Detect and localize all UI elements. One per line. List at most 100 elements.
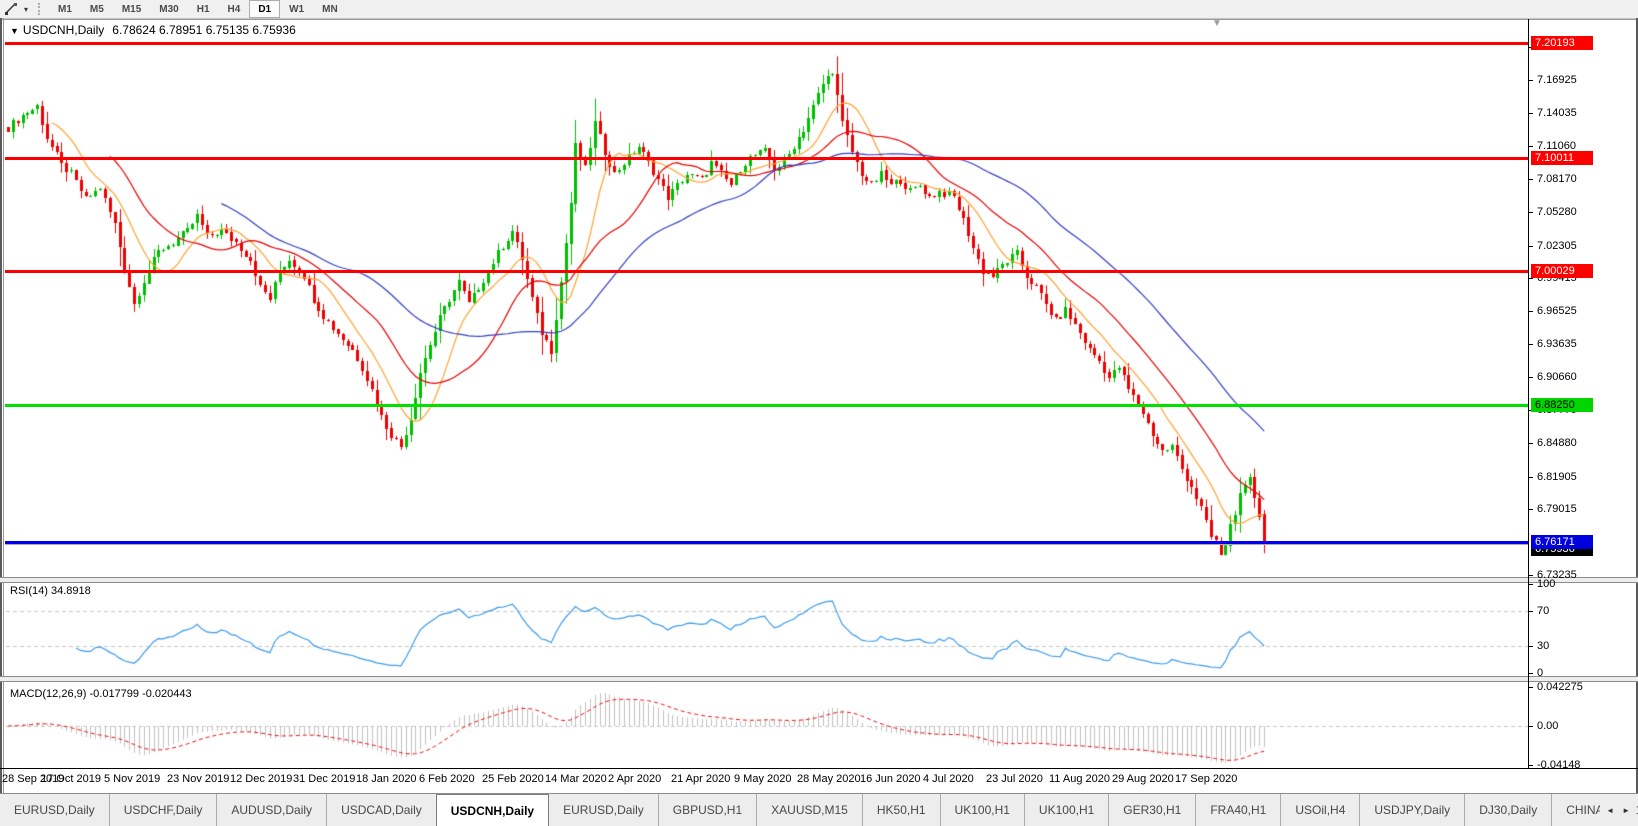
price-tick — [1529, 344, 1533, 345]
chart-frame-top — [0, 19, 1638, 20]
date-label: 11 Aug 2020 — [1049, 773, 1110, 785]
macd-tick-label: 0.042275 — [1537, 681, 1583, 693]
timeframe-button-m1[interactable]: M1 — [58, 3, 72, 15]
price-tick-label: 7.16925 — [1537, 74, 1577, 86]
price-tick — [1529, 146, 1533, 147]
date-label: 14 Mar 2020 — [545, 773, 607, 785]
rsi-value: 34.8918 — [50, 585, 91, 597]
toolbar: ▾ M1 M5 M15 M30 H1 H4 D1 W1 MN — [0, 0, 1638, 19]
date-label: 31 Dec 2019 — [293, 773, 356, 785]
main-chart-canvas[interactable] — [6, 40, 1528, 578]
toolbar-grip — [38, 3, 43, 15]
macd-pane-canvas[interactable] — [6, 681, 1528, 767]
tab-scroll-left-icon[interactable]: ◄ — [1606, 805, 1615, 815]
line-studies-icon[interactable] — [2, 1, 20, 17]
date-label: 12 Dec 2019 — [230, 773, 293, 785]
rsi-tick-label: 30 — [1537, 640, 1550, 652]
price-tick — [1529, 377, 1533, 378]
price-tick — [1529, 477, 1533, 478]
date-label: 29 Aug 2020 — [1112, 773, 1174, 785]
rsi-label: RSI(14) 34.8918 — [10, 585, 91, 597]
chart-quote-ohlc: 6.78624 6.78951 6.75135 6.75936 — [112, 23, 296, 37]
timeframe-buttons: M1 M5 M15 M30 H1 H4 D1 W1 MN — [49, 0, 347, 18]
macd-label: MACD(12,26,9) -0.017799 -0.020443 — [10, 688, 192, 700]
date-label: 28 May 2020 — [797, 773, 861, 785]
chart-tab-dj30-daily[interactable]: DJ30,Daily — [1464, 794, 1551, 826]
horizontal-level-line[interactable] — [5, 42, 1528, 45]
price-tick-label: 6.93635 — [1537, 338, 1577, 350]
rsi-tick-label: 100 — [1537, 578, 1556, 590]
chart-tab-eurusd-daily[interactable]: EURUSD,Daily — [14, 803, 95, 817]
horizontal-level-line[interactable] — [5, 544, 1528, 545]
price-tick — [1529, 212, 1533, 213]
level-price-label: 6.76171 — [1531, 535, 1593, 549]
timeframe-button-m5[interactable]: M5 — [89, 3, 104, 15]
timeframe-button-mn[interactable]: MN — [322, 3, 338, 15]
horizontal-level-line[interactable] — [5, 157, 1528, 160]
macd-tick-label: -0.04148 — [1537, 759, 1581, 771]
price-tick-label: 6.84880 — [1537, 437, 1577, 449]
pane-splitter[interactable] — [0, 676, 1638, 682]
chart-tab-gbpusd-h1[interactable]: GBPUSD,H1 — [657, 794, 756, 826]
chart-tab-usdcad-daily[interactable]: USDCAD,Daily — [326, 794, 436, 826]
chart-tab-uk100-h1[interactable]: UK100,H1 — [939, 794, 1024, 826]
date-label: 23 Jul 2020 — [986, 773, 1043, 785]
date-label: 25 Feb 2020 — [482, 773, 544, 785]
date-label: 23 Nov 2019 — [167, 773, 230, 785]
dropdown-caret-icon[interactable]: ▾ — [23, 4, 28, 14]
rsi-tick — [1529, 611, 1533, 612]
chart-tab-hk50-h1[interactable]: HK50,H1 — [861, 794, 940, 826]
rsi-tick-label: 70 — [1537, 605, 1550, 617]
chart-tab-xauusd-m15[interactable]: XAUUSD,M15 — [756, 794, 862, 826]
rsi-tick — [1529, 584, 1533, 585]
chart-shift-marker-icon[interactable]: ▼ — [1212, 18, 1222, 29]
timeframe-button-m30[interactable]: M30 — [159, 3, 179, 15]
chart-tabbar: EURUSD,Daily USDCHF,Daily AUDUSD,Daily USDC… — [0, 794, 1638, 826]
price-tick — [1529, 80, 1533, 81]
chart-tab-usoil-h4[interactable]: USOil,H4 — [1280, 794, 1359, 826]
tab-scroll-arrows: ◄ ► — [1600, 794, 1636, 826]
chart-title: ▼ USDCNH,Daily 6.78624 6.78951 6.75135 6.7… — [10, 23, 296, 37]
price-tick-label: 7.14035 — [1537, 107, 1577, 119]
chart-symbol-label: USDCNH,Daily — [22, 23, 105, 37]
chart-tab-uk100-h1[interactable]: UK100,H1 — [1023, 794, 1108, 826]
date-label: 2 Apr 2020 — [608, 773, 662, 785]
date-label: 17 Oct 2019 — [41, 773, 101, 785]
price-tick-label: 7.11060 — [1537, 140, 1576, 152]
tab-scroll-right-icon[interactable]: ► — [1622, 805, 1630, 815]
level-price-label: 7.00029 — [1531, 264, 1593, 278]
price-tick — [1529, 246, 1533, 247]
timeframe-button-m15[interactable]: M15 — [121, 3, 142, 15]
chart-tab-audusd-daily[interactable]: AUDUSD,Daily — [216, 794, 326, 826]
timeframe-button-h1[interactable]: H1 — [196, 3, 210, 15]
price-tick-label: 7.08170 — [1537, 173, 1577, 185]
timeframe-button-w1[interactable]: W1 — [289, 3, 305, 15]
price-tick — [1529, 575, 1533, 576]
pane-splitter[interactable] — [0, 577, 1638, 583]
date-label: 16 Jun 2020 — [860, 773, 921, 785]
chart-tab-fra40-h1[interactable]: FRA40,H1 — [1195, 794, 1280, 826]
price-tick — [1529, 113, 1533, 114]
timeframe-button-h4[interactable]: H4 — [227, 3, 241, 15]
date-label: 6 Feb 2020 — [419, 773, 475, 785]
chart-frame-left-inner — [3, 18, 4, 796]
chart-tab-usdcnh-daily[interactable]: USDCNH,Daily — [435, 794, 550, 826]
chart-frame-left — [0, 18, 2, 796]
date-label: 18 Jan 2020 — [356, 773, 417, 785]
price-tick — [1529, 509, 1533, 510]
chart-tab-ger30-h1[interactable]: GER30,H1 — [1108, 794, 1195, 826]
chart-tab-usdchf-daily[interactable]: USDCHF,Daily — [108, 794, 217, 826]
date-label: 21 Apr 2020 — [671, 773, 731, 785]
timeframe-button-d1[interactable]: D1 — [249, 0, 281, 18]
rsi-tick — [1529, 646, 1533, 647]
macd-tick — [1529, 765, 1533, 766]
rsi-pane-canvas[interactable] — [6, 582, 1528, 677]
date-label: 4 Jul 2020 — [923, 773, 974, 785]
chart-collapse-icon[interactable]: ▼ — [10, 26, 19, 36]
chart-tab-eurusd-daily[interactable]: EURUSD,Daily — [563, 803, 644, 817]
horizontal-level-line[interactable] — [5, 270, 1528, 273]
chart-tab-usdjpy-daily[interactable]: USDJPY,Daily — [1359, 794, 1464, 826]
price-tick-label: 6.90660 — [1537, 371, 1577, 383]
horizontal-level-line[interactable] — [5, 541, 1528, 544]
horizontal-level-line[interactable] — [5, 404, 1528, 407]
